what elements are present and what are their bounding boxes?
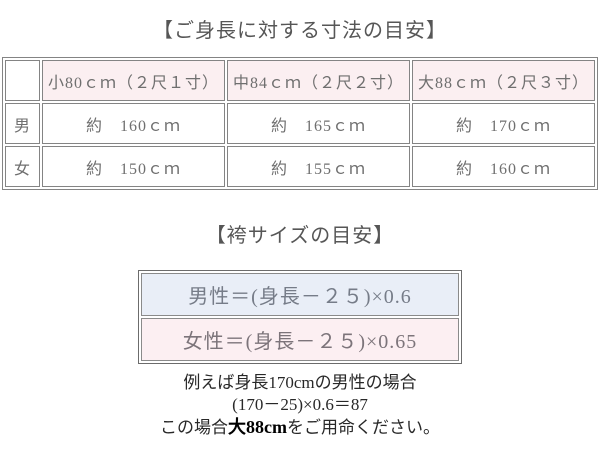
table-row-women: 女 約 150ｃｍ 約 155ｃｍ 約 160ｃｍ bbox=[5, 146, 595, 187]
example-line-3: この場合大88cmをご用命ください。 bbox=[0, 416, 600, 439]
example-note: 例えば身長170cmの男性の場合 (170－25)×0.6＝87 この場合大88… bbox=[0, 372, 600, 439]
height-size-table: 小80ｃｍ（２尺１寸） 中84ｃｍ（２尺２寸） 大88ｃｍ（２尺３寸） 男 約 … bbox=[2, 57, 598, 190]
column-header-small: 小80ｃｍ（２尺１寸） bbox=[42, 60, 225, 101]
table-row-men: 男 約 160ｃｍ 約 165ｃｍ 約 170ｃｍ bbox=[5, 103, 595, 144]
column-header-medium: 中84ｃｍ（２尺２寸） bbox=[227, 60, 410, 101]
height-guide-title: 【ご身長に対する寸法の目安】 bbox=[153, 20, 447, 42]
men-large-value: 約 170ｃｍ bbox=[412, 103, 595, 144]
row-label-men: 男 bbox=[5, 103, 40, 144]
example-line-1: 例えば身長170cmの男性の場合 bbox=[183, 373, 417, 392]
column-header-large: 大88ｃｍ（２尺３寸） bbox=[412, 60, 595, 101]
example-line-2: (170－25)×0.6＝87 bbox=[232, 395, 368, 414]
formula-row-women: 女性＝(身長－２５)×0.65 bbox=[141, 318, 459, 361]
women-small-value: 約 150ｃｍ bbox=[42, 146, 225, 187]
men-formula: 男性＝(身長－２５)×0.6 bbox=[141, 273, 459, 316]
formula-row-men: 男性＝(身長－２５)×0.6 bbox=[141, 273, 459, 316]
women-large-value: 約 160ｃｍ bbox=[412, 146, 595, 187]
example-line-3-prefix: この場合 bbox=[160, 418, 228, 437]
row-label-women: 女 bbox=[5, 146, 40, 187]
size-guide-page: 【ご身長に対する寸法の目安】 小80ｃｍ（２尺１寸） 中84ｃｍ（２尺２寸） 大… bbox=[0, 18, 600, 439]
women-medium-value: 約 155ｃｍ bbox=[227, 146, 410, 187]
men-medium-value: 約 165ｃｍ bbox=[227, 103, 410, 144]
corner-cell bbox=[5, 60, 40, 101]
example-line-3-suffix: をご用命ください。 bbox=[286, 418, 440, 437]
hakama-guide-title: 【袴サイズの目安】 bbox=[205, 225, 395, 247]
hakama-formula-table: 男性＝(身長－２５)×0.6 女性＝(身長－２５)×0.65 bbox=[138, 270, 462, 364]
recommended-size: 大88cm bbox=[228, 417, 287, 437]
women-formula: 女性＝(身長－２５)×0.65 bbox=[141, 318, 459, 361]
men-small-value: 約 160ｃｍ bbox=[42, 103, 225, 144]
header-row: 小80ｃｍ（２尺１寸） 中84ｃｍ（２尺２寸） 大88ｃｍ（２尺３寸） bbox=[5, 60, 595, 101]
